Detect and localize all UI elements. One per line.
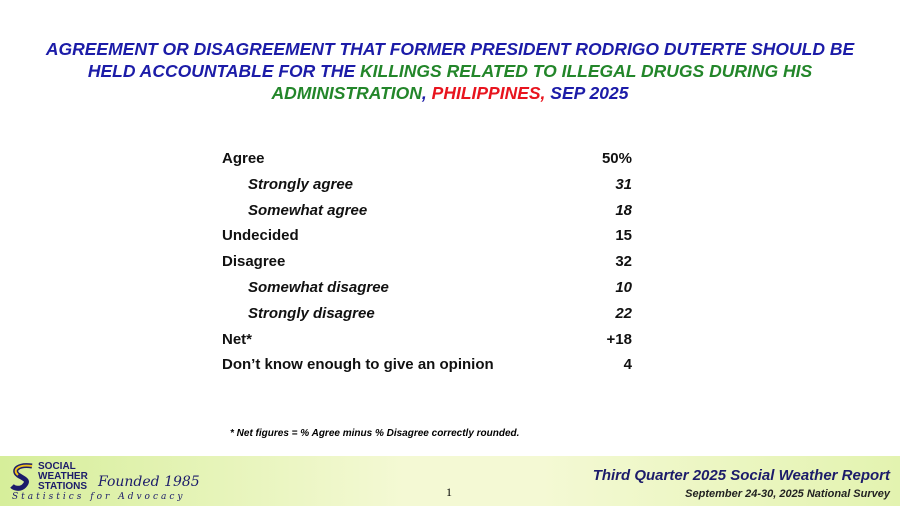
sub-row: Strongly disagree 22	[222, 305, 632, 327]
row-label: Strongly disagree	[248, 304, 375, 322]
row-value: 50%	[601, 150, 632, 167]
title-part: KILLINGS RELATED TO ILLEGAL DRUGS DURING…	[271, 61, 813, 103]
row-label: Somewhat disagree	[248, 279, 389, 296]
report-title: Third Quarter 2025 Social Weather Report	[592, 467, 890, 484]
title-part: ,	[421, 83, 432, 103]
sub-row: Somewhat agree 18	[222, 202, 632, 224]
row-value: +18	[606, 330, 632, 348]
footer-band	[0, 456, 900, 506]
row-value: 32	[615, 253, 632, 271]
row: Undecided 15	[222, 227, 632, 249]
logo-line: STATIONS	[38, 481, 88, 492]
row-value: 18	[615, 201, 632, 219]
row-value: 10	[615, 279, 632, 296]
logo-icon	[10, 463, 33, 491]
row-label: Disagree	[222, 253, 286, 271]
page-number: 1	[446, 485, 452, 499]
row-label: Agree	[222, 150, 265, 167]
row: Net* +18	[222, 331, 632, 353]
tagline: Statistics for Advocacy	[12, 492, 186, 502]
title-part: AGREEMENT OR DISAGREEMENT THAT FORMER PR…	[45, 39, 855, 81]
row: Agree 50%	[222, 150, 632, 172]
row-value: 31	[615, 175, 632, 193]
row: Disagree 32	[222, 253, 632, 275]
sub-row: Somewhat disagree 10	[222, 279, 632, 301]
row-label: Somewhat agree	[248, 201, 368, 219]
logo-text: SOCIAL WEATHER STATIONS	[38, 462, 88, 492]
title: AGREEMENT OR DISAGREEMENT THAT FORMER PR…	[20, 38, 880, 104]
row-value: 15	[615, 227, 632, 245]
survey-dates: September 24-30, 2025 National Survey	[685, 488, 890, 500]
founded: Founded 1985	[98, 474, 200, 490]
row-value: 4	[623, 356, 632, 374]
logo-line: WEATHER	[38, 471, 88, 482]
row-label: Undecided	[222, 227, 299, 245]
title-part: SEP 2025	[545, 83, 629, 103]
row-label: Strongly agree	[248, 175, 354, 193]
row-value: 22	[615, 304, 632, 322]
footnote: * Net figures = % Agree minus % Disagree…	[230, 428, 520, 439]
logo-line: SOCIAL	[38, 461, 76, 472]
row: Don’t know enough to give an opinion 4	[222, 356, 632, 378]
row-label: Net*	[222, 330, 253, 348]
sub-row: Strongly agree 31	[222, 176, 632, 198]
title-part: PHILIPPINES,	[431, 83, 546, 103]
row-label: Don’t know enough to give an opinion	[222, 356, 494, 374]
